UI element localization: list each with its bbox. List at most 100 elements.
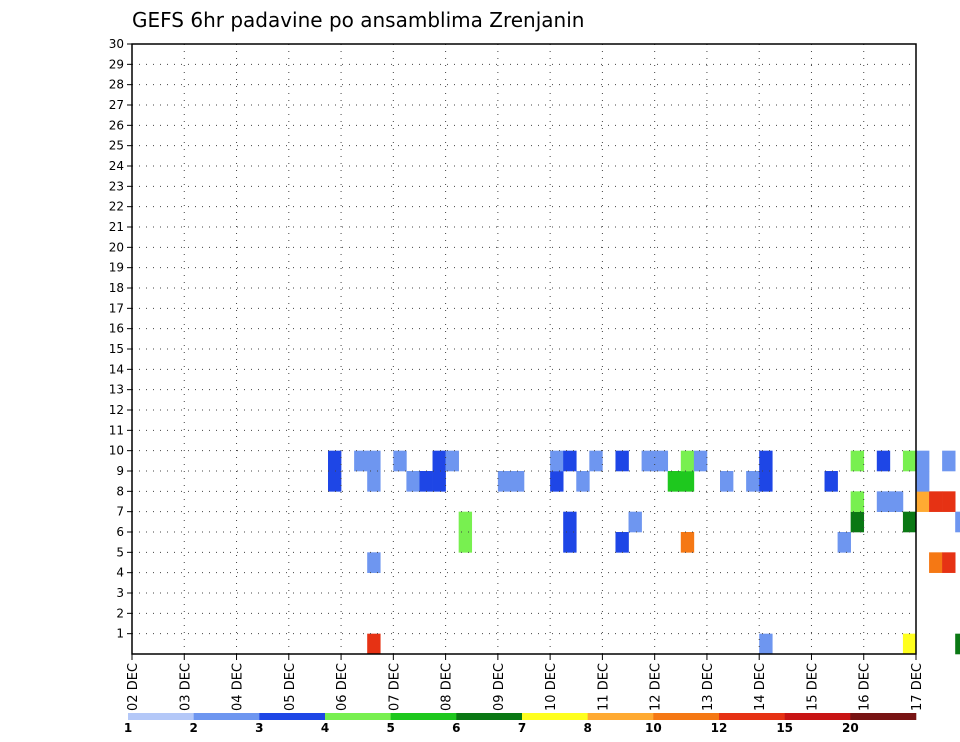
legend: 1 2 3 4 5 6 7 8 10 12 15 20	[124, 713, 917, 735]
y-axis-ticks: 1234567891011121314151617181920212223242…	[109, 37, 132, 641]
x-tick-label: 13 DEC	[701, 663, 716, 711]
heatmap-cell	[889, 491, 904, 512]
legend-swatch	[587, 713, 654, 720]
y-tick-label: 9	[116, 464, 124, 478]
heatmap-cell	[654, 450, 669, 472]
x-axis-ticks: 02 DEC 03 DEC 04 DEC 05 DEC 06 DEC 07 DEC 08 D…	[126, 654, 925, 711]
legend-swatch	[456, 713, 523, 720]
chart-title: GEFS 6hr padavine po ansamblima Zrenjani…	[132, 8, 584, 32]
legend-label: 5	[386, 721, 394, 735]
heatmap-cell	[824, 471, 838, 492]
y-tick-label: 25	[109, 139, 124, 153]
y-tick-label: 22	[109, 200, 124, 214]
heatmap-cell	[432, 450, 446, 472]
legend-label: 4	[321, 721, 329, 735]
heatmap-cell	[458, 532, 473, 553]
x-tick-label: 16 DEC	[858, 663, 873, 711]
legend-label: 8	[583, 721, 591, 735]
x-tick-label: 04 DEC	[231, 663, 246, 711]
legend-swatch	[719, 713, 785, 720]
x-tick-label: 14 DEC	[753, 663, 768, 711]
heatmap-cell	[929, 491, 943, 512]
heatmap-cell	[354, 450, 368, 472]
heatmap-cell	[693, 450, 708, 472]
heatmap-cell	[850, 450, 865, 472]
heatmap-cell	[550, 471, 564, 492]
legend-label: 6	[452, 721, 460, 735]
heatmap-cell	[393, 450, 407, 472]
y-tick-label: 16	[109, 322, 124, 336]
gridlines	[132, 44, 916, 654]
x-tick-label: 10 DEC	[544, 663, 559, 711]
heatmap-cells	[328, 450, 960, 655]
heatmap-cell	[367, 552, 381, 573]
heatmap-cell	[850, 491, 865, 512]
heatmap-cell	[589, 450, 603, 472]
legend-label: 20	[842, 721, 859, 735]
y-tick-label: 18	[109, 281, 124, 295]
heatmap-cell	[576, 471, 590, 492]
y-tick-label: 13	[109, 383, 124, 397]
x-tick-label: 07 DEC	[387, 663, 402, 711]
y-tick-label: 26	[109, 118, 124, 132]
legend-label: 1	[124, 721, 132, 735]
legend-swatch	[522, 713, 588, 720]
legend-label: 10	[645, 721, 662, 735]
y-tick-label: 6	[116, 525, 124, 539]
heatmap-cell	[667, 471, 682, 492]
legend-label: 7	[518, 721, 526, 735]
heatmap-cell	[942, 552, 956, 573]
heatmap-cell	[432, 471, 446, 492]
heatmap-cell	[563, 450, 577, 472]
heatmap-cell	[720, 471, 734, 492]
heatmap-cell	[328, 450, 342, 472]
x-tick-label: 12 DEC	[649, 663, 664, 711]
heatmap-cell	[850, 511, 865, 533]
heatmap-cell	[902, 633, 917, 655]
x-tick-label: 06 DEC	[335, 663, 350, 711]
y-tick-label: 28	[109, 78, 124, 92]
heatmap-cell	[916, 450, 930, 472]
y-tick-label: 7	[116, 505, 124, 519]
heatmap-cell	[680, 532, 695, 553]
heatmap-cell	[615, 532, 629, 553]
y-tick-label: 3	[116, 586, 124, 600]
y-tick-label: 10	[109, 444, 124, 458]
y-tick-label: 2	[116, 606, 124, 620]
heatmap-cell	[759, 471, 773, 492]
y-tick-label: 11	[109, 423, 124, 437]
y-tick-label: 23	[109, 179, 124, 193]
legend-label: 2	[189, 721, 197, 735]
y-tick-label: 30	[109, 37, 124, 51]
y-tick-label: 8	[116, 484, 124, 498]
y-tick-label: 24	[109, 159, 124, 173]
heatmap-cell	[916, 471, 930, 492]
x-tick-label: 11 DEC	[596, 663, 611, 711]
legend-swatch	[325, 713, 391, 720]
heatmap-cell	[876, 450, 891, 472]
heatmap-cell	[759, 450, 773, 472]
x-tick-label: 02 DEC	[126, 663, 141, 711]
heatmap-cell	[367, 450, 381, 472]
x-tick-label: 09 DEC	[492, 663, 507, 711]
x-tick-label: 08 DEC	[440, 663, 455, 711]
heatmap-cell	[445, 450, 459, 472]
heatmap-cell	[458, 511, 473, 533]
heatmap-cell	[955, 633, 960, 655]
legend-swatch	[390, 713, 457, 720]
y-tick-label: 1	[116, 627, 124, 641]
legend-swatch	[784, 713, 851, 720]
heatmap-cell	[328, 471, 342, 492]
heatmap-cell	[615, 450, 629, 472]
heatmap-cell	[680, 450, 695, 472]
x-tick-label: 03 DEC	[178, 663, 193, 711]
heatmap-cell	[628, 511, 642, 533]
heatmap-cell	[563, 532, 577, 553]
y-tick-label: 21	[109, 220, 124, 234]
legend-label: 12	[711, 721, 728, 735]
heatmap-cell	[497, 471, 512, 492]
heatmap-cell	[746, 471, 760, 492]
heatmap-cell	[942, 491, 956, 512]
y-tick-label: 17	[109, 301, 124, 315]
